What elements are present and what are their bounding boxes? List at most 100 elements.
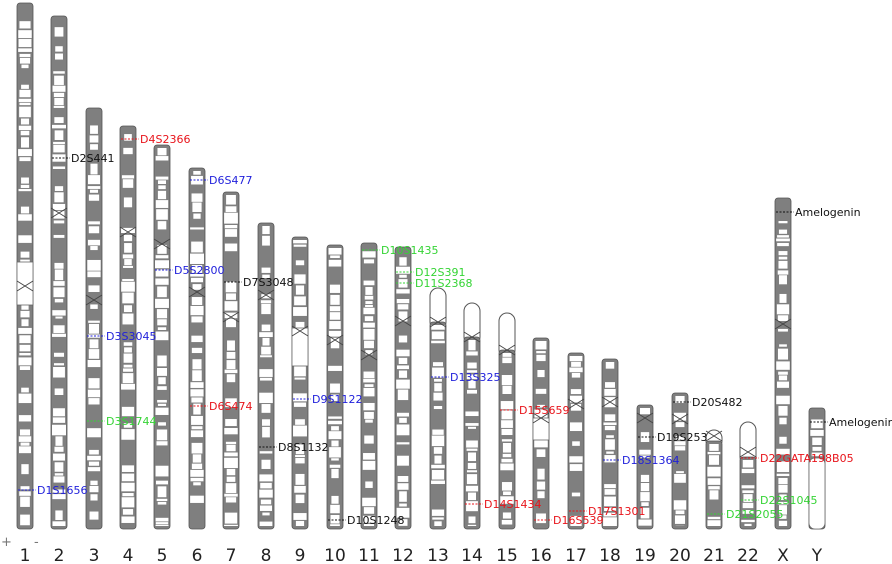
light-band — [18, 39, 32, 48]
light-band — [330, 383, 340, 393]
light-band — [675, 396, 685, 404]
light-band — [193, 171, 201, 175]
centromere — [360, 349, 378, 361]
light-band — [396, 266, 410, 274]
light-band — [52, 494, 66, 500]
light-band — [155, 200, 169, 208]
chromosome-15 — [498, 312, 516, 530]
light-band — [19, 366, 31, 370]
light-band — [262, 419, 270, 426]
light-band — [191, 265, 203, 273]
light-band — [19, 157, 31, 162]
chromosome-body — [705, 440, 723, 530]
light-band — [18, 214, 32, 221]
light-band — [743, 494, 753, 502]
light-band — [190, 495, 204, 503]
light-band — [90, 246, 98, 251]
light-band — [534, 437, 548, 448]
band-pattern — [155, 148, 169, 526]
band-pattern — [741, 460, 755, 526]
light-band — [87, 455, 101, 461]
light-band — [20, 251, 30, 258]
light-band — [157, 221, 167, 230]
light-band — [191, 426, 203, 430]
light-band — [88, 221, 100, 225]
light-band — [18, 98, 32, 102]
light-band — [261, 346, 271, 355]
light-band — [397, 455, 409, 466]
light-band — [18, 357, 32, 366]
chromosome-label-13: 13 — [427, 546, 449, 564]
light-band — [365, 304, 373, 308]
light-band — [571, 492, 581, 497]
marker-label: D21S2055 — [726, 508, 783, 521]
light-band — [331, 468, 339, 479]
light-band — [778, 371, 788, 375]
band-pattern — [18, 21, 32, 526]
marker-label: Amelogenin — [795, 206, 861, 219]
light-band — [89, 339, 99, 349]
light-band — [21, 319, 29, 327]
chromosome-x — [774, 197, 792, 530]
light-band — [155, 156, 169, 161]
light-band — [569, 356, 583, 362]
light-band — [54, 388, 64, 395]
light-band — [396, 349, 410, 357]
light-band — [224, 524, 238, 526]
light-band — [742, 490, 754, 494]
light-band — [226, 374, 236, 383]
marker-label: D10S1248 — [347, 514, 404, 527]
light-band — [156, 429, 168, 441]
chromosome-label-16: 16 — [530, 546, 552, 564]
light-band — [122, 254, 134, 259]
light-band — [293, 307, 307, 316]
light-band — [810, 429, 824, 436]
light-band — [569, 395, 583, 403]
light-band — [226, 476, 236, 482]
centromere — [636, 412, 654, 424]
light-band — [21, 177, 29, 184]
light-band — [260, 355, 272, 358]
light-band — [468, 340, 476, 351]
band-pattern — [465, 340, 479, 526]
light-band — [21, 64, 29, 69]
light-band — [55, 46, 63, 52]
light-band — [191, 335, 203, 343]
light-band — [54, 473, 64, 476]
light-band — [190, 477, 204, 482]
light-band — [537, 404, 545, 408]
chromosome-body — [85, 107, 103, 530]
light-band — [87, 389, 101, 398]
light-band — [466, 474, 478, 485]
light-band — [363, 524, 375, 526]
band-pattern — [569, 356, 583, 526]
light-band — [89, 449, 99, 455]
band-pattern — [707, 444, 721, 526]
light-band — [434, 378, 442, 382]
band-pattern — [52, 27, 66, 526]
light-band — [811, 452, 823, 457]
light-band — [501, 482, 513, 491]
light-band — [88, 378, 100, 389]
light-band — [259, 392, 273, 404]
chromosome-11 — [360, 242, 378, 530]
light-band — [123, 353, 133, 363]
light-band — [259, 489, 273, 498]
light-band — [501, 420, 513, 428]
chromosome-label-15: 15 — [496, 546, 518, 564]
light-band — [294, 365, 306, 377]
centromere — [601, 396, 619, 408]
chromosome-label-2: 2 — [54, 546, 65, 564]
light-band — [157, 399, 167, 403]
chromosome-label-5: 5 — [157, 546, 168, 564]
light-band — [88, 320, 100, 323]
light-band — [157, 403, 167, 406]
light-band — [157, 368, 167, 376]
chromosome-body — [119, 125, 137, 530]
light-band — [293, 513, 307, 520]
light-band — [535, 388, 547, 394]
chromosome-16 — [532, 337, 550, 530]
chromosome-label-x: X — [777, 546, 789, 564]
light-band — [396, 299, 410, 304]
chromosome-1 — [16, 2, 34, 530]
